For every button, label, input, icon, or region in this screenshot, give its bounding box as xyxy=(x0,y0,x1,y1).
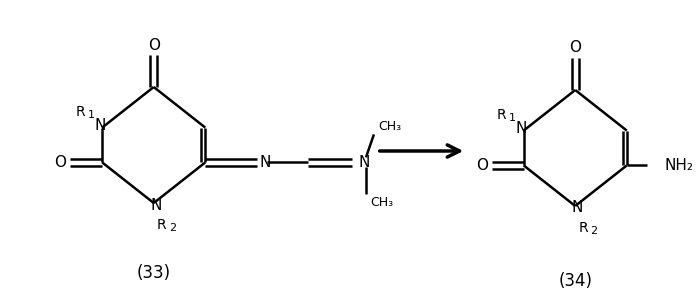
Text: N: N xyxy=(571,201,583,215)
Text: 2: 2 xyxy=(591,226,598,236)
Text: N: N xyxy=(259,155,270,170)
Text: R: R xyxy=(76,105,85,118)
Text: O: O xyxy=(569,41,581,55)
Text: 2: 2 xyxy=(169,223,176,233)
Text: N: N xyxy=(358,155,370,170)
Text: R: R xyxy=(157,218,167,232)
Text: N: N xyxy=(94,118,106,133)
Text: N: N xyxy=(516,121,527,136)
Text: O: O xyxy=(476,158,488,173)
Text: (34): (34) xyxy=(558,272,592,290)
Text: NH₂: NH₂ xyxy=(664,158,694,173)
Text: CH₃: CH₃ xyxy=(378,120,401,133)
Text: 1: 1 xyxy=(510,113,517,123)
Text: R: R xyxy=(578,221,588,235)
Text: (33): (33) xyxy=(136,264,171,282)
Text: R: R xyxy=(497,108,507,122)
Text: CH₃: CH₃ xyxy=(370,196,393,209)
Text: N: N xyxy=(150,198,162,212)
Text: O: O xyxy=(148,38,160,52)
Text: 1: 1 xyxy=(88,110,94,120)
Text: O: O xyxy=(55,155,66,170)
